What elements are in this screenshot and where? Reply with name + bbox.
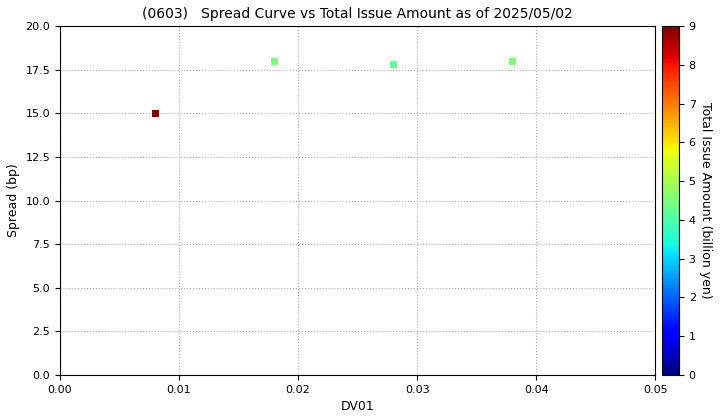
Y-axis label: Total Issue Amount (billion yen): Total Issue Amount (billion yen): [699, 102, 713, 299]
Y-axis label: Spread (bp): Spread (bp): [7, 164, 20, 237]
X-axis label: DV01: DV01: [341, 400, 374, 413]
Point: [269, 58, 280, 65]
Title: (0603)   Spread Curve vs Total Issue Amount as of 2025/05/02: (0603) Spread Curve vs Total Issue Amoun…: [143, 7, 573, 21]
Point: [387, 61, 399, 68]
Point: [507, 58, 518, 65]
Point: [150, 110, 161, 117]
